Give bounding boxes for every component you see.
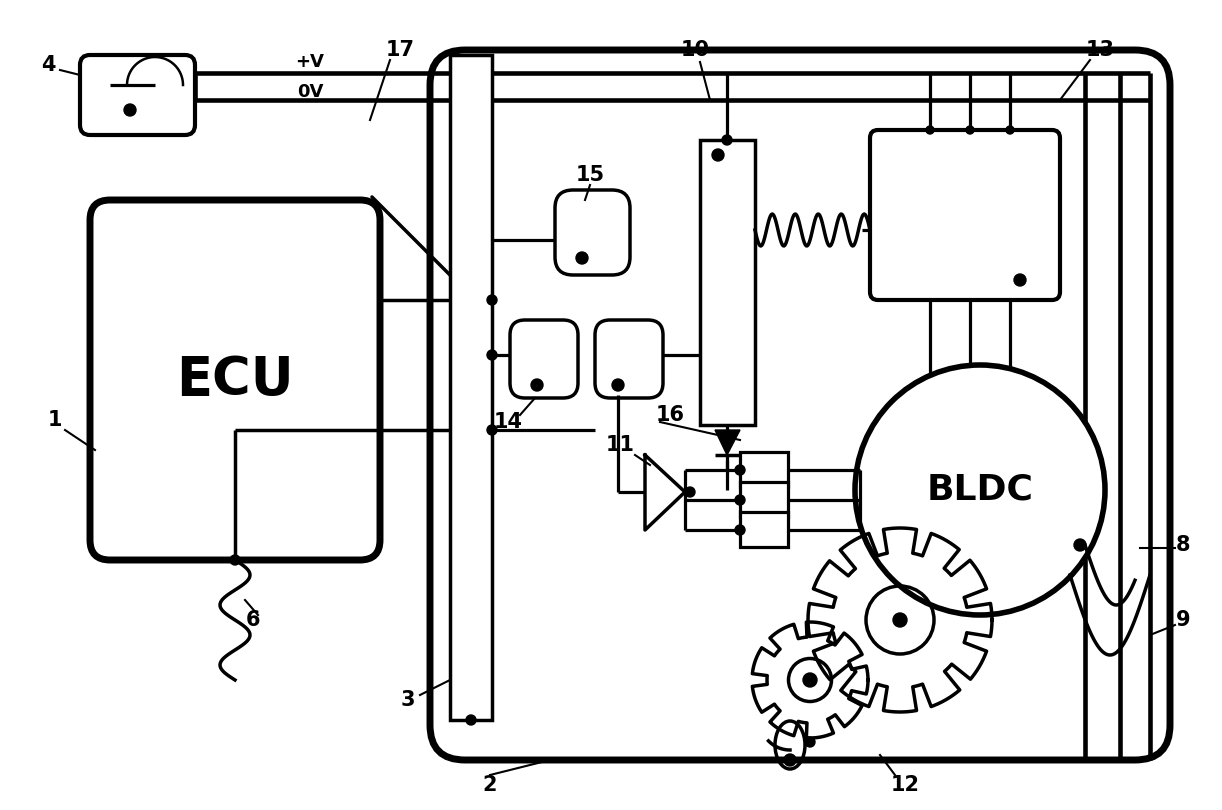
FancyBboxPatch shape: [79, 55, 196, 135]
Circle shape: [576, 252, 588, 264]
Circle shape: [1014, 274, 1026, 286]
FancyBboxPatch shape: [90, 200, 380, 560]
Circle shape: [612, 379, 624, 391]
Text: 15: 15: [576, 165, 605, 185]
Polygon shape: [645, 455, 686, 530]
Circle shape: [785, 754, 796, 766]
Circle shape: [1006, 126, 1014, 134]
Circle shape: [926, 126, 934, 134]
Text: 1: 1: [48, 410, 62, 430]
Circle shape: [734, 465, 745, 475]
Circle shape: [230, 555, 240, 565]
Bar: [741, 482, 788, 517]
Polygon shape: [715, 430, 741, 455]
Text: 9: 9: [1176, 610, 1190, 630]
Bar: [741, 452, 788, 487]
Circle shape: [722, 135, 732, 145]
Circle shape: [488, 350, 497, 360]
Circle shape: [803, 673, 818, 687]
Circle shape: [734, 525, 745, 535]
Circle shape: [488, 295, 497, 305]
FancyBboxPatch shape: [555, 190, 631, 275]
Bar: [700, 140, 755, 425]
Text: 12: 12: [891, 775, 919, 795]
Circle shape: [1074, 539, 1086, 551]
FancyBboxPatch shape: [430, 50, 1169, 760]
Text: 3: 3: [401, 690, 415, 710]
Text: 11: 11: [605, 435, 634, 455]
FancyBboxPatch shape: [870, 130, 1059, 300]
Circle shape: [532, 379, 543, 391]
Text: 14: 14: [494, 412, 523, 432]
Circle shape: [488, 425, 497, 435]
Circle shape: [466, 715, 477, 725]
Text: 2: 2: [483, 775, 497, 795]
Circle shape: [123, 104, 136, 116]
Text: ECU: ECU: [176, 354, 293, 406]
Text: 0V: 0V: [297, 83, 323, 101]
Text: +V: +V: [296, 53, 324, 71]
Bar: [450, 55, 492, 720]
Circle shape: [967, 126, 974, 134]
Circle shape: [805, 737, 815, 747]
Text: 17: 17: [385, 40, 414, 60]
Text: 10: 10: [681, 40, 710, 60]
Text: 16: 16: [655, 405, 684, 425]
Text: BLDC: BLDC: [926, 473, 1034, 507]
Circle shape: [686, 487, 695, 497]
Text: 8: 8: [1176, 535, 1190, 555]
Text: 6: 6: [246, 610, 260, 630]
FancyBboxPatch shape: [595, 320, 664, 398]
Circle shape: [855, 365, 1105, 615]
FancyBboxPatch shape: [510, 320, 578, 398]
Bar: [741, 512, 788, 547]
Circle shape: [734, 495, 745, 505]
Text: 13: 13: [1085, 40, 1114, 60]
Circle shape: [893, 613, 907, 627]
Circle shape: [712, 149, 723, 161]
Text: 4: 4: [40, 55, 55, 75]
